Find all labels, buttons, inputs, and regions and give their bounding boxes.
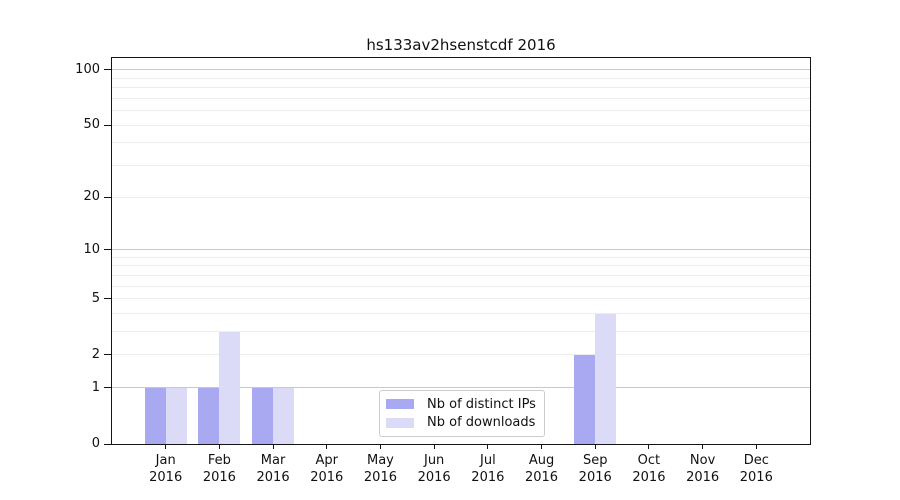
y-gridline-minor	[112, 331, 810, 333]
y-tick-label: 5	[91, 290, 100, 306]
x-tick-mark	[433, 444, 435, 449]
y-tick-mark	[104, 124, 111, 126]
x-tick-mark	[272, 444, 274, 449]
y-gridline-minor	[112, 97, 810, 99]
bar-distinct-ips	[252, 387, 274, 444]
legend-swatch-downloads	[386, 417, 414, 428]
y-gridline-minor	[112, 274, 810, 276]
x-tick-mark	[648, 444, 650, 449]
x-tick-mark	[218, 444, 220, 449]
y-gridline-minor	[112, 298, 810, 300]
y-gridline-minor	[112, 265, 810, 267]
x-tick-label: Jul 2016	[471, 453, 505, 485]
y-gridline-major	[112, 69, 810, 71]
x-tick-label: Oct 2016	[632, 453, 666, 485]
y-tick-label: 0	[91, 436, 100, 451]
bar-distinct-ips	[574, 354, 596, 444]
x-tick-mark	[755, 444, 757, 449]
x-tick-mark	[702, 444, 704, 449]
y-gridline-minor	[112, 165, 810, 167]
chart-title: hs133av2hsenstcdf 2016	[366, 36, 556, 54]
y-gridline-major	[112, 387, 810, 389]
y-gridline-minor	[112, 124, 810, 126]
bar-distinct-ips	[144, 387, 166, 444]
x-tick-label: Sep 2016	[578, 453, 612, 485]
y-tick-label: 1	[91, 379, 100, 395]
legend-item-distinct-ips: Nb of distinct IPs	[386, 395, 538, 413]
y-gridline-minor	[112, 87, 810, 89]
bar-downloads	[219, 331, 241, 444]
y-gridline-major	[112, 249, 810, 251]
x-tick-label: Mar 2016	[256, 453, 290, 485]
x-tick-label: Dec 2016	[739, 453, 773, 485]
y-gridline-minor	[112, 256, 810, 258]
bar-distinct-ips	[198, 387, 220, 444]
y-tick-label: 10	[83, 241, 100, 257]
plot-frame	[111, 57, 811, 445]
y-gridline-minor	[112, 77, 810, 79]
y-tick-label: 2	[91, 346, 100, 362]
x-tick-label: Aug 2016	[524, 453, 559, 485]
x-tick-mark	[326, 444, 328, 449]
bar-downloads	[165, 387, 187, 444]
y-gridline-minor	[112, 354, 810, 356]
y-tick-mark	[104, 196, 111, 198]
y-tick-label: 20	[83, 189, 100, 205]
y-gridline-minor	[112, 196, 810, 198]
x-tick-mark	[594, 444, 596, 449]
y-tick-mark	[104, 69, 111, 71]
y-tick-mark	[104, 387, 111, 389]
bar-downloads	[273, 387, 295, 444]
x-tick-mark	[487, 444, 489, 449]
legend-label-distinct-ips: Nb of distinct IPs	[427, 396, 536, 412]
x-tick-label: May 2016	[363, 453, 397, 485]
y-tick-mark	[104, 249, 111, 251]
legend: Nb of distinct IPs Nb of downloads	[379, 390, 545, 437]
bar-downloads	[595, 313, 617, 444]
x-tick-label: Feb 2016	[202, 453, 236, 485]
x-tick-mark	[165, 444, 167, 449]
x-tick-mark	[541, 444, 543, 449]
x-tick-label: Nov 2016	[686, 453, 720, 485]
legend-item-downloads: Nb of downloads	[386, 414, 538, 432]
x-tick-mark	[379, 444, 381, 449]
y-tick-label: 50	[83, 117, 100, 133]
y-gridline-minor	[112, 313, 810, 315]
y-gridline-minor	[112, 110, 810, 112]
y-tick-mark	[104, 443, 111, 445]
y-tick-label: 100	[75, 61, 100, 77]
x-tick-label: Jun 2016	[417, 453, 451, 485]
x-tick-label: Jan 2016	[149, 453, 183, 485]
y-tick-mark	[104, 298, 111, 300]
legend-label-downloads: Nb of downloads	[427, 415, 536, 431]
y-tick-mark	[104, 354, 111, 356]
y-gridline-minor	[112, 285, 810, 287]
legend-swatch-distinct-ips	[386, 399, 414, 410]
y-gridline-minor	[112, 142, 810, 144]
x-tick-label: Apr 2016	[310, 453, 344, 485]
